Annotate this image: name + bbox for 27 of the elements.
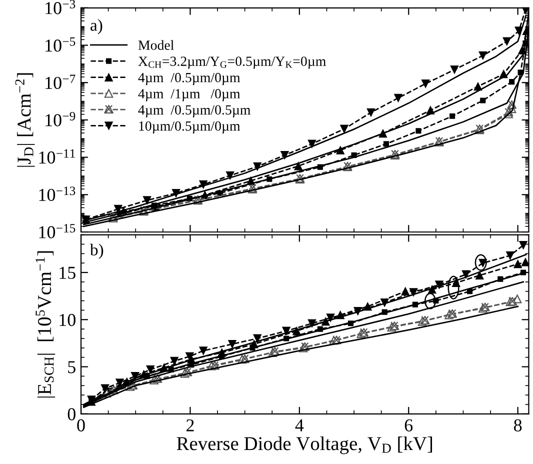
y-tick-label: 10$^{−13}$ — [39, 186, 76, 201]
legend-label: 10µm/0.5µm/0µm — [139, 121, 240, 134]
legend-label: 4µm /1µm /0µm — [138, 89, 240, 102]
legend-label: 4µm /0.5µm/0.5µm — [138, 105, 250, 118]
y-tick-label: 10$^{−9}$ — [46, 112, 76, 126]
y-tick-label: 10$^{−7}$ — [46, 74, 76, 90]
legend-label: Model — [138, 40, 174, 50]
y-tick-label: 15 — [60, 266, 76, 279]
legend-label: 4µm /0.5µm/0µm — [138, 72, 240, 86]
annotation: b) — [90, 244, 104, 259]
legend-label: X$_{CH}$=3.2µm/Y$_{G}$=0.5µm/Y$_{K}$=0µm — [138, 56, 326, 69]
x-tick-label: 4 — [295, 419, 304, 432]
y-tick-label: 10$^{−11}$ — [39, 149, 75, 164]
x-axis-title: Reverse Diode Voltage, V$_{D}$ [kV] — [176, 436, 432, 454]
x-tick-label: 0 — [77, 419, 85, 432]
y-tick-label: 0 — [68, 408, 76, 420]
annotation: a) — [90, 19, 102, 34]
y-tick-label: 10$^{−3}$ — [46, 0, 76, 14]
y-axis-title: |J$_{D}$| [Acm$^{−2}$] — [15, 73, 35, 167]
y-tick-label: 5 — [68, 361, 76, 374]
y-tick-label: 10$^{−5}$ — [46, 37, 76, 52]
y-axis-title: |E$_{SCH}$| [10$^{5}$Vcm$^{−1}$] — [36, 251, 56, 398]
y-tick-label: 10 — [60, 314, 76, 326]
x-tick-label: 6 — [404, 419, 413, 432]
y-tick-label: 10$^{−15}$ — [39, 224, 76, 238]
x-tick-label: 8 — [514, 419, 522, 432]
x-tick-label: 2 — [186, 419, 194, 432]
